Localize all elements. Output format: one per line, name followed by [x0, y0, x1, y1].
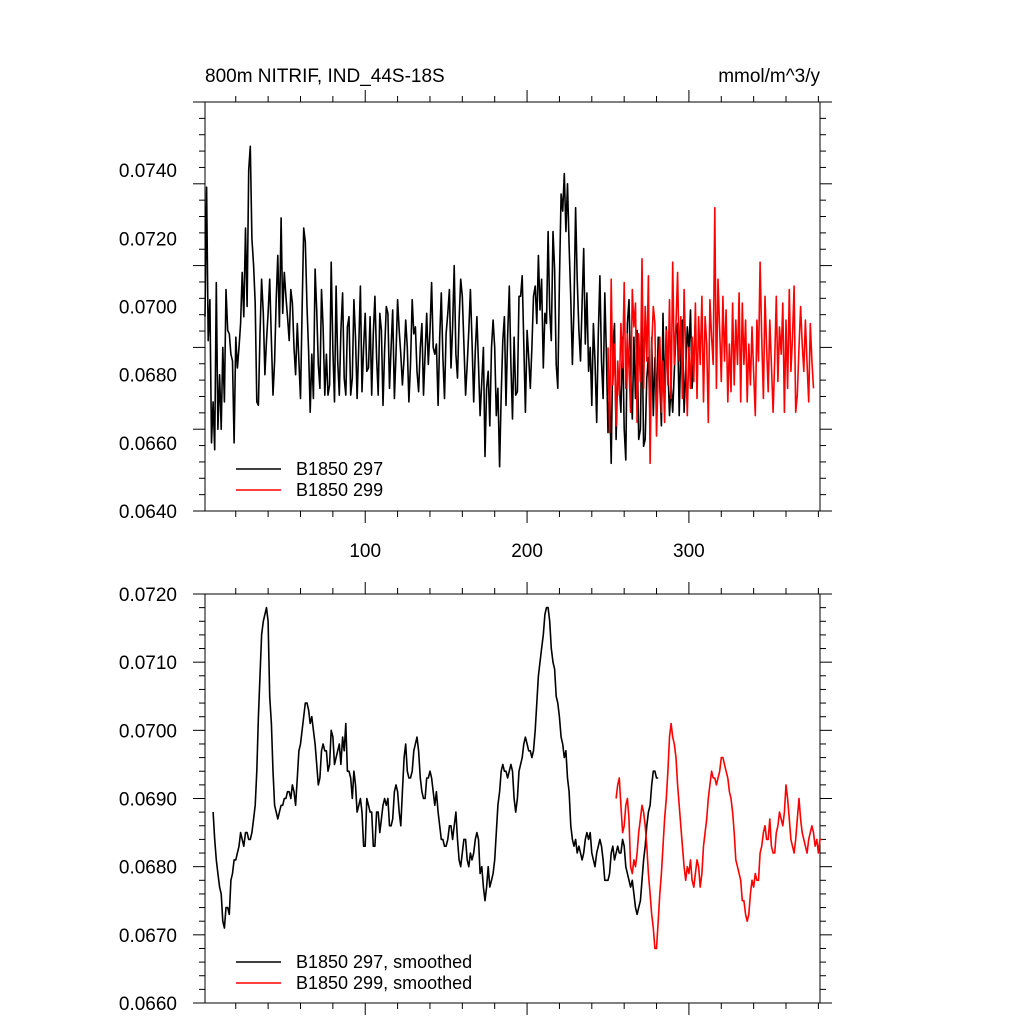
y-tick-label: 0.0660 — [119, 994, 177, 1015]
y-tick-label: 0.0640 — [119, 502, 177, 523]
legend-label: B1850 299 — [296, 480, 383, 500]
legend-label: B1850 297 — [296, 459, 383, 479]
chart-title: 800m NITRIF, IND_44S-18S — [205, 66, 445, 87]
series-line-run297 — [204, 145, 697, 468]
y-tick-label: 0.0660 — [119, 434, 177, 455]
x-tick-label: 100 — [349, 541, 381, 562]
y-tick-label: 0.0690 — [119, 790, 177, 811]
plot-frame — [204, 593, 821, 1004]
series-line-run299 — [615, 722, 822, 950]
top-panel: 0.0640 0.0660 0.0680 0.0700 0.0720 0.0740 100 2… — [119, 90, 832, 562]
legend-label: B1850 299, smoothed — [296, 973, 472, 993]
y-tick-label: 0.0670 — [119, 926, 177, 947]
y-tick-label: 0.0680 — [119, 858, 177, 879]
x-tick-label: 200 — [511, 541, 543, 562]
chart-units: mmol/m^3/y — [718, 66, 820, 87]
y-tick-label: 0.0680 — [119, 366, 177, 387]
x-tick-label: 300 — [673, 541, 705, 562]
y-tick-label: 0.0700 — [119, 721, 177, 742]
y-tick-label: 0.0710 — [119, 653, 177, 674]
series-line-run299 — [607, 206, 815, 465]
legend-label: B1850 297, smoothed — [296, 952, 472, 972]
y-tick-label: 0.0720 — [119, 229, 177, 250]
y-tick-label: 0.0700 — [119, 298, 177, 319]
bottom-panel: 0.0660 0.0670 0.0680 0.0690 0.0700 0.0710 0.07… — [119, 582, 832, 1015]
y-tick-label: 0.0720 — [119, 585, 177, 606]
y-tick-label: 0.0740 — [119, 161, 177, 182]
plot-frame — [204, 101, 821, 512]
series-line-run297 — [212, 606, 659, 929]
